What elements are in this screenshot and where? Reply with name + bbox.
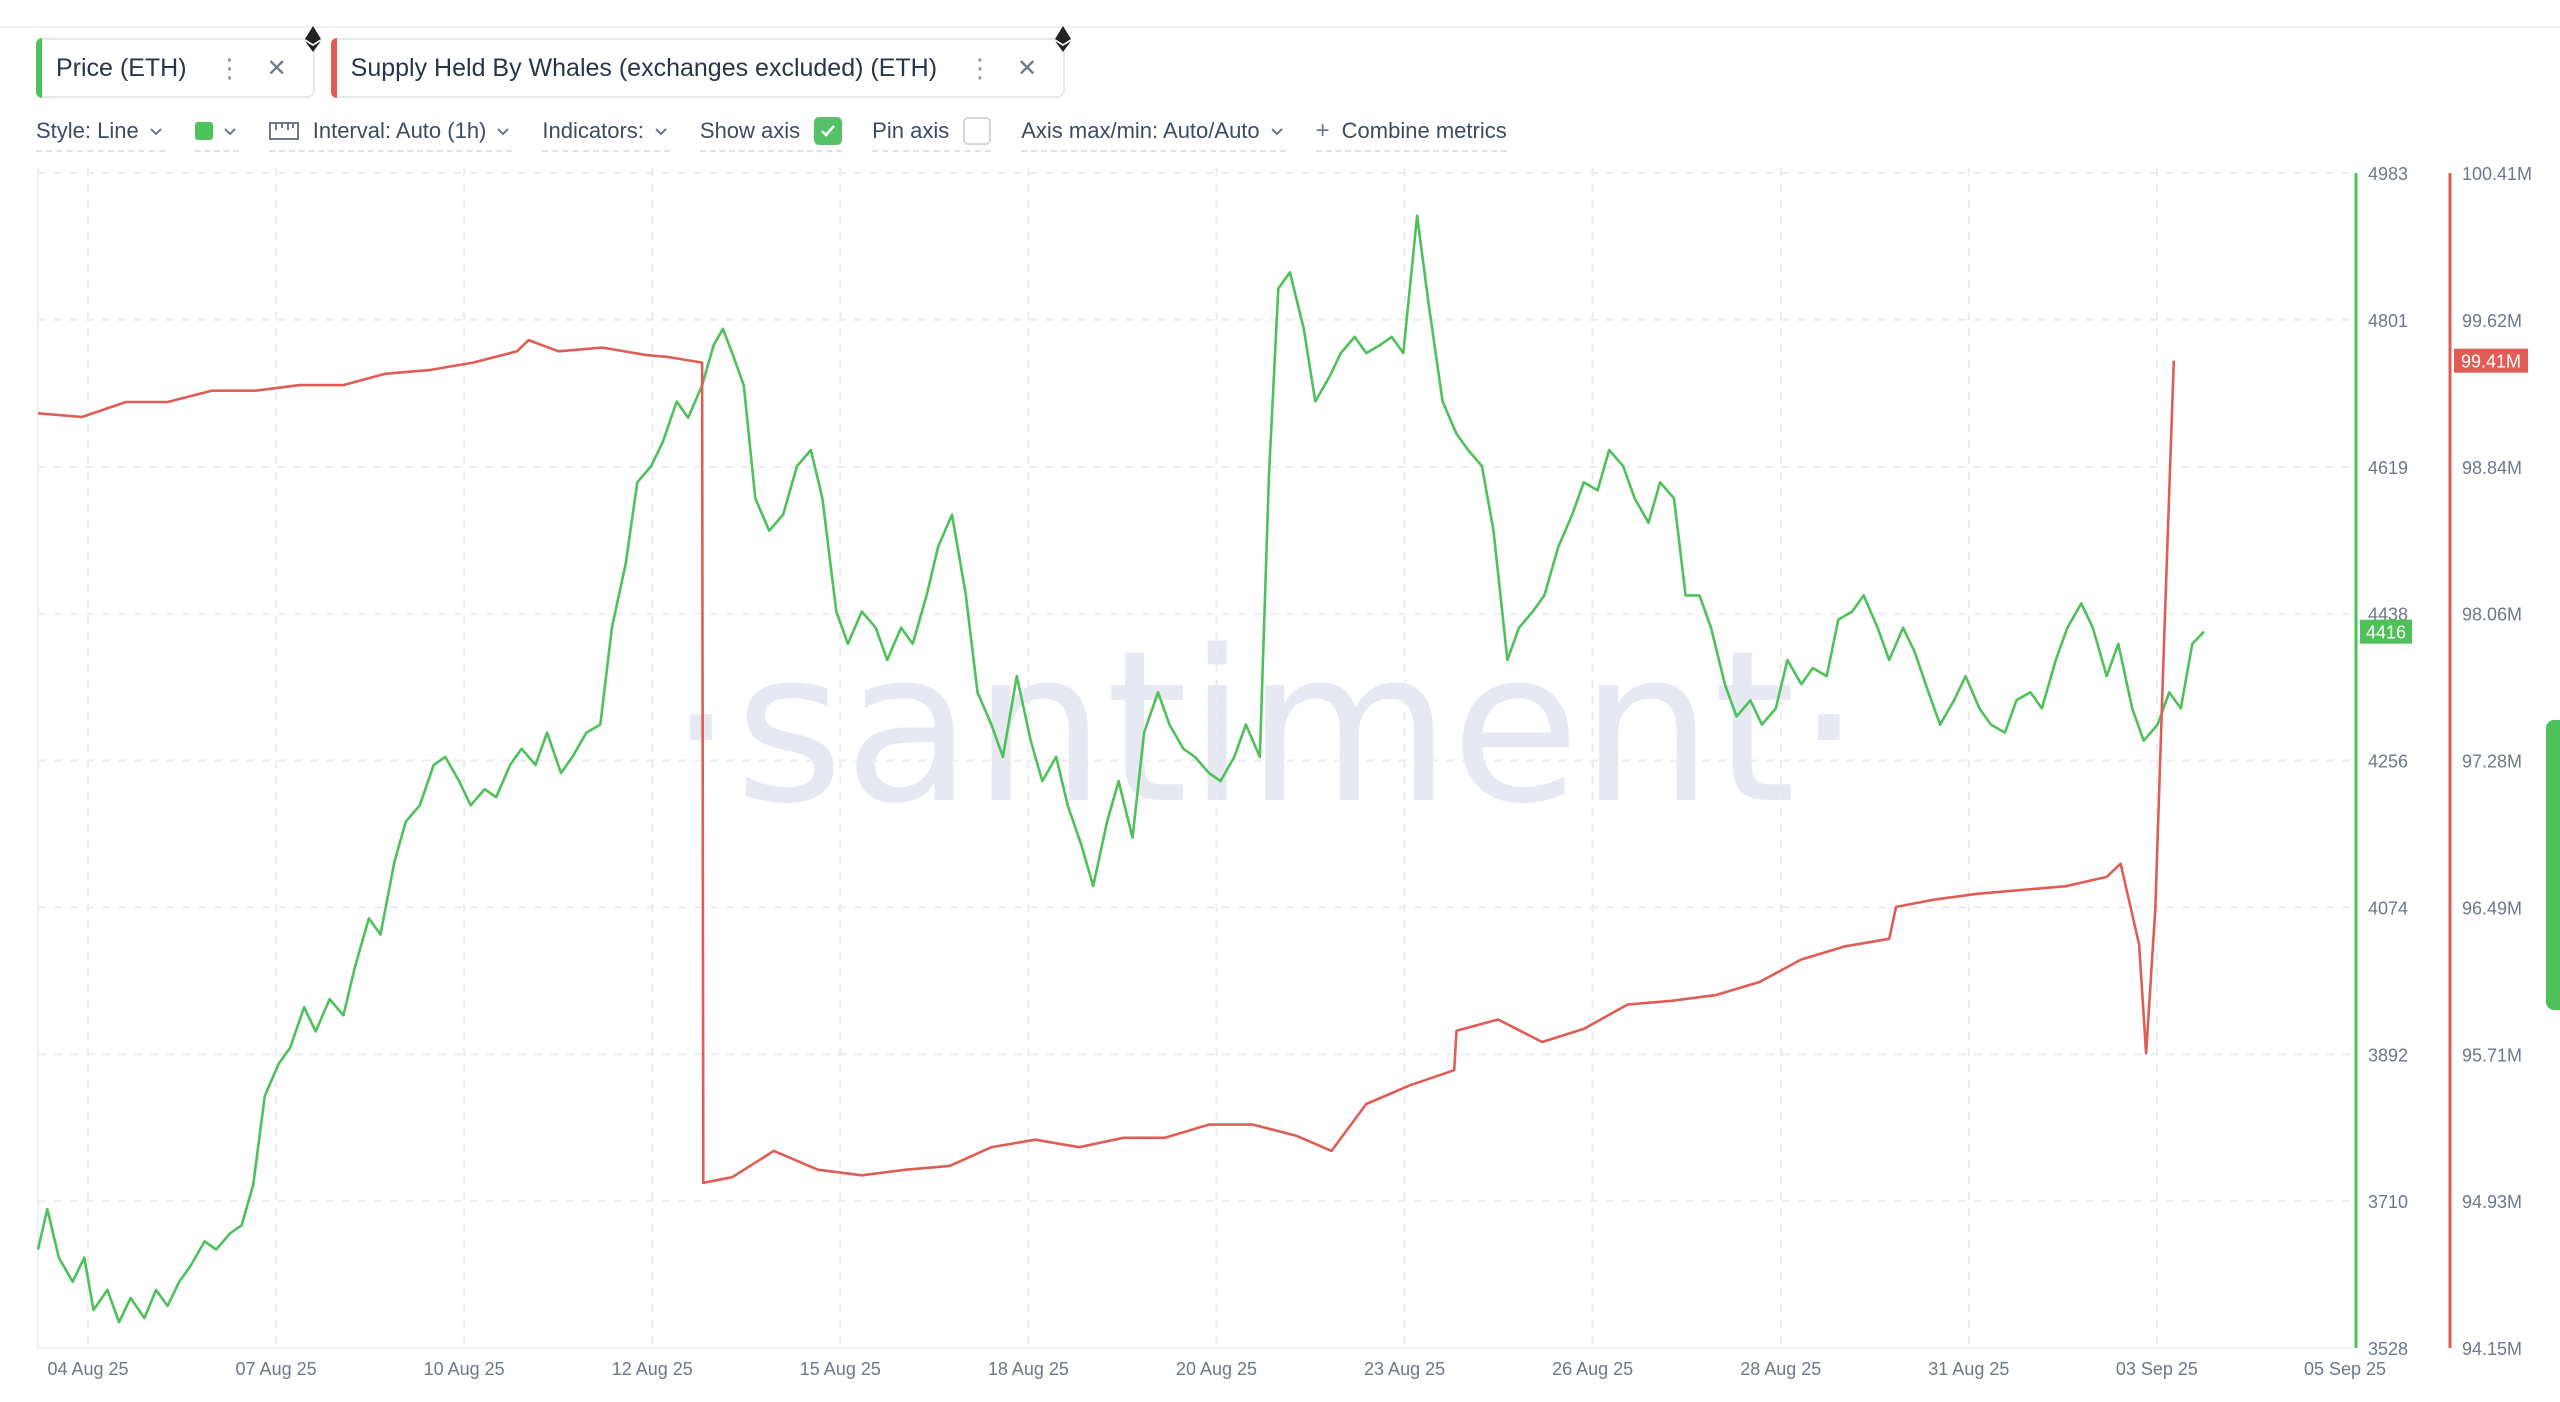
ruler-icon bbox=[268, 122, 299, 140]
y-left-tick-label: 4438 bbox=[2368, 605, 2408, 625]
x-tick-label: 07 Aug 25 bbox=[236, 1359, 317, 1379]
y-right-tick-label: 98.06M bbox=[2462, 605, 2522, 625]
pin-axis-checkbox[interactable] bbox=[963, 117, 992, 145]
x-tick-label: 26 Aug 25 bbox=[1552, 1359, 1633, 1379]
style-dropdown[interactable]: Style: Line bbox=[36, 112, 165, 152]
more-options-icon[interactable]: ⋮ bbox=[216, 52, 243, 83]
chevron-down-icon bbox=[1270, 128, 1283, 136]
y-left-tick-label: 3710 bbox=[2368, 1192, 2408, 1212]
checkmark-icon bbox=[821, 125, 836, 137]
whale-supply-line bbox=[37, 338, 2176, 1185]
x-tick-label: 12 Aug 25 bbox=[612, 1359, 693, 1379]
x-tick-label: 04 Aug 25 bbox=[47, 1359, 128, 1379]
y-right-tick-label: 96.49M bbox=[2462, 898, 2522, 918]
color-swatch bbox=[194, 122, 213, 140]
indicators-label: Indicators: bbox=[542, 118, 644, 143]
y-right-tick-label: 94.15M bbox=[2462, 1339, 2522, 1359]
metric-tabs: Price (ETH) ⋮ ✕ Supply Held By Whales (e… bbox=[36, 26, 1072, 98]
y-left-tick-label: 4801 bbox=[2368, 311, 2408, 331]
metric-label: Price (ETH) bbox=[56, 53, 187, 82]
show-axis-label: Show axis bbox=[699, 118, 801, 143]
x-tick-label: 18 Aug 25 bbox=[988, 1359, 1069, 1379]
price-current-badge bbox=[2360, 619, 2412, 644]
supply-current-label: 99.41M bbox=[2461, 352, 2521, 372]
chart-toolbar: Style: Line Interval: Auto (1h) Indicato… bbox=[36, 112, 1537, 152]
metric-label: Supply Held By Whales (exchanges exclude… bbox=[350, 53, 938, 82]
y-right-tick-label: 98.84M bbox=[2462, 458, 2522, 478]
metric-tab-whale-supply[interactable]: Supply Held By Whales (exchanges exclude… bbox=[330, 26, 1072, 98]
axis-minmax-dropdown[interactable]: Axis max/min: Auto/Auto bbox=[1021, 112, 1286, 152]
indicators-dropdown[interactable]: Indicators: bbox=[542, 112, 670, 152]
y-right-tick-label: 99.62M bbox=[2462, 311, 2522, 331]
y-right-tick-label: 94.93M bbox=[2462, 1192, 2522, 1212]
x-tick-label: 28 Aug 25 bbox=[1740, 1359, 1821, 1379]
x-tick-label: 10 Aug 25 bbox=[424, 1359, 505, 1379]
scroll-handle[interactable] bbox=[2546, 720, 2560, 1010]
interval-label: Interval: Auto (1h) bbox=[312, 118, 487, 143]
x-tick-label: 31 Aug 25 bbox=[1928, 1359, 2009, 1379]
y-right-tick-label: 100.41M bbox=[2462, 164, 2532, 184]
chevron-down-icon bbox=[655, 128, 667, 136]
close-icon[interactable]: ✕ bbox=[266, 54, 287, 82]
chevron-down-icon bbox=[224, 128, 236, 136]
y-left-tick-label: 4983 bbox=[2368, 164, 2408, 184]
show-axis-toggle[interactable]: Show axis bbox=[699, 112, 843, 152]
interval-dropdown[interactable]: Interval: Auto (1h) bbox=[268, 112, 513, 152]
y-left-tick-label: 4619 bbox=[2368, 458, 2408, 478]
x-tick-label: 15 Aug 25 bbox=[800, 1359, 881, 1379]
style-label: Style: Line bbox=[36, 118, 139, 143]
x-tick-label: 05 Sep 25 bbox=[2304, 1359, 2386, 1379]
pin-axis-label: Pin axis bbox=[872, 118, 950, 143]
price-line bbox=[36, 214, 2205, 1324]
santiment-watermark: ·santiment· bbox=[668, 605, 1863, 850]
metric-tab-price[interactable]: Price (ETH) ⋮ ✕ bbox=[36, 26, 321, 98]
x-tick-label: 23 Aug 25 bbox=[1364, 1359, 1445, 1379]
top-divider bbox=[0, 26, 2560, 28]
metric-color-accent bbox=[330, 38, 337, 98]
price-current-label: 4416 bbox=[2366, 623, 2406, 643]
axis-minmax-label: Axis max/min: Auto/Auto bbox=[1021, 118, 1260, 143]
y-left-tick-label: 4256 bbox=[2368, 752, 2408, 772]
combine-metrics-button[interactable]: + Combine metrics bbox=[1315, 112, 1507, 152]
close-icon[interactable]: ✕ bbox=[1017, 54, 1038, 82]
pin-axis-toggle[interactable]: Pin axis bbox=[872, 112, 992, 152]
y-right-tick-label: 97.28M bbox=[2462, 752, 2522, 772]
ethereum-icon bbox=[1055, 26, 1072, 52]
color-picker[interactable] bbox=[194, 112, 239, 152]
combine-metrics-label: Combine metrics bbox=[1341, 118, 1507, 143]
y-right-tick-label: 95.71M bbox=[2462, 1045, 2522, 1065]
y-left-tick-label: 3892 bbox=[2368, 1045, 2408, 1065]
supply-current-badge bbox=[2454, 348, 2528, 373]
more-options-icon[interactable]: ⋮ bbox=[967, 52, 993, 83]
x-tick-label: 20 Aug 25 bbox=[1176, 1359, 1257, 1379]
y-left-tick-label: 3528 bbox=[2368, 1339, 2408, 1359]
x-tick-label: 03 Sep 25 bbox=[2116, 1359, 2198, 1379]
show-axis-checkbox[interactable] bbox=[814, 117, 843, 145]
metric-color-accent bbox=[36, 38, 42, 98]
plus-icon: + bbox=[1315, 117, 1330, 144]
chevron-down-icon bbox=[497, 128, 510, 136]
y-left-tick-label: 4074 bbox=[2368, 898, 2408, 918]
chevron-down-icon bbox=[150, 128, 162, 136]
ethereum-icon bbox=[304, 26, 321, 52]
